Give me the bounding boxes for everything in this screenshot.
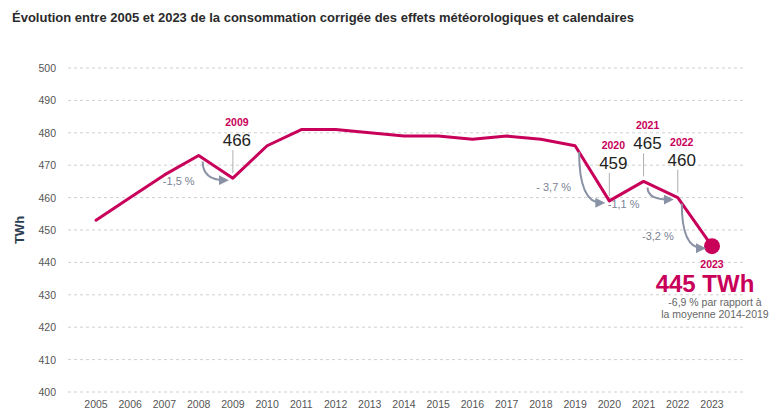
x-tick-label: 2017 [495,398,519,410]
change-arrow [682,204,702,249]
x-tick-label: 2007 [153,398,177,410]
x-tick-label: 2009 [221,398,245,410]
y-tick-label: 410 [38,354,56,366]
change-label: -3,2 % [642,230,674,242]
title: Évolution entre 2005 et 2023 de la conso… [12,10,634,25]
y-tick-label: 490 [38,94,56,106]
x-tick-label: 2012 [324,398,348,410]
y-tick-label: 480 [38,127,56,139]
value-label: 465 [633,134,661,153]
x-tick-label: 2023 [700,398,724,410]
value-label: 466 [223,131,251,150]
grid-line [68,262,746,263]
grid-line [68,197,746,198]
grid-line [68,165,746,166]
x-tick-label: 2008 [187,398,211,410]
change-arrow [579,152,601,203]
grid-line [68,327,746,328]
x-tick-label: 2016 [461,398,485,410]
label-connector [609,173,610,196]
x-tick-label: 2013 [358,398,382,410]
label-connector [643,153,644,176]
chart: Évolution entre 2005 et 2023 de la conso… [0,0,782,412]
x-tick-label: 2005 [84,398,108,410]
x-tick-label: 2015 [427,398,451,410]
y-axis-label: TWh [12,216,27,244]
year-annotation: 2020 [602,139,626,151]
y-tick-label: 420 [38,321,56,333]
x-tick-label: 2014 [392,398,416,410]
change-arrow [648,187,670,199]
value-label: 459 [599,154,627,173]
y-tick-label: 460 [38,192,56,204]
grid-line [68,359,746,360]
grid-line [68,100,746,101]
x-tick-label: 2019 [563,398,587,410]
x-tick-label: 2021 [632,398,656,410]
grid-line [68,132,746,133]
note: -6,9 % par rapport à [668,296,762,308]
change-label: -1,5 % [163,175,195,187]
y-tick-label: 500 [38,62,56,74]
x-tick-label: 2010 [255,398,279,410]
grid-line [68,392,746,393]
y-tick-label: 450 [38,224,56,236]
plot-area [96,130,720,255]
grid-line [68,294,746,295]
year-annotation: 2023 [700,258,724,270]
year-annotation: 2021 [636,119,660,131]
y-tick-label: 440 [38,256,56,268]
y-tick-label: 400 [38,386,56,398]
change-label: -1,1 % [608,198,640,210]
label-connector [677,170,678,193]
y-tick-label: 470 [38,159,56,171]
x-tick-label: 2020 [598,398,622,410]
year-annotation: 2022 [670,136,694,148]
value-label: 460 [668,151,696,170]
value-label: 445 TWh [656,270,755,297]
x-tick-label: 2018 [529,398,553,410]
x-tick-label: 2011 [290,398,313,410]
grid-line [68,68,746,69]
year-annotation: 2009 [225,116,249,128]
end-point [704,238,720,254]
label-connector [232,150,233,173]
x-tick-label: 2022 [666,398,690,410]
data-line [96,130,712,247]
change-arrow [203,161,225,180]
x-tick-label: 2006 [119,398,143,410]
y-tick-label: 430 [38,289,56,301]
note: la moyenne 2014-2019 [661,308,769,320]
change-label: - 3,7 % [536,181,571,193]
